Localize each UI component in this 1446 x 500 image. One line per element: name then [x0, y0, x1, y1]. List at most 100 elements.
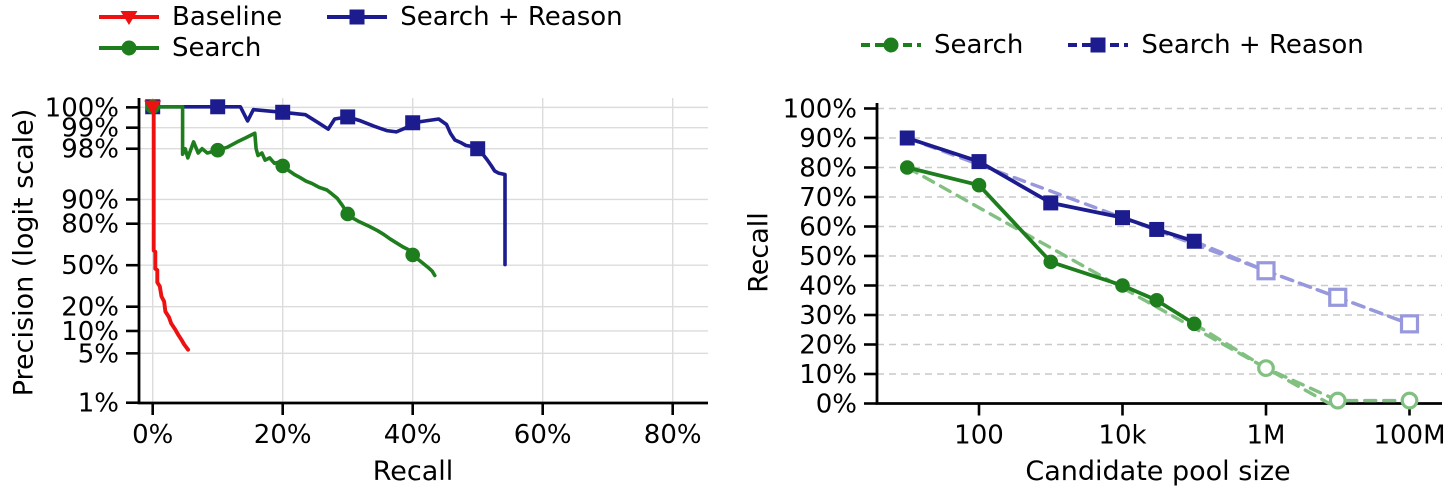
square-marker-icon — [405, 115, 421, 131]
circle-marker-icon — [275, 158, 291, 174]
y-tick-label: 50% — [61, 251, 119, 281]
x-tick-label: 10k — [1098, 421, 1146, 451]
legend-label: Baseline — [172, 2, 283, 32]
circle-marker-icon — [1257, 359, 1275, 378]
y-tick-label: 90% — [61, 185, 119, 215]
circle-marker-icon — [1186, 316, 1202, 332]
y-tick-label: 1% — [78, 389, 119, 419]
series-baseline — [144, 100, 191, 352]
circle-marker-icon — [1400, 391, 1419, 410]
series-search-reason — [899, 130, 1420, 334]
right-chart: 100 10k 1M 100M 0%10%20%30%40%50%60%70%80%90… — [783, 95, 1446, 451]
y-tick-label: 40% — [799, 272, 857, 302]
y-tick-label: 10% — [799, 360, 857, 390]
y-tick-label: 70% — [799, 183, 857, 213]
left-chart: 0% 20% 40% 60% 80%100%99%98%90%80%50%20%10%5… — [45, 93, 708, 450]
square-marker-icon — [349, 9, 365, 25]
square-marker-icon — [1186, 233, 1202, 249]
circle-marker-icon — [1115, 278, 1130, 293]
legend-row: Baseline Search + Reason — [98, 2, 623, 32]
y-tick-label: 90% — [799, 124, 857, 154]
circle-marker-icon — [1043, 254, 1059, 270]
series-line — [150, 105, 437, 278]
circle-marker-icon — [883, 37, 899, 53]
y-tick-label: 50% — [799, 242, 857, 272]
triangle-down-legend-icon — [99, 11, 159, 25]
circle-marker-icon — [1328, 391, 1347, 410]
y-tick-label: 98% — [61, 135, 119, 165]
left-x-axis-label: Recall — [372, 456, 454, 487]
left-legend: Baseline Search + Reason Search — [98, 2, 623, 63]
y-tick-label: 20% — [799, 331, 857, 361]
legend-item-search: Search — [98, 33, 261, 63]
legend-label: Search — [172, 33, 262, 63]
circle-legend-icon — [861, 37, 921, 53]
series-search — [145, 99, 437, 278]
y-tick-label: 100% — [45, 93, 119, 123]
circle-marker-icon — [340, 206, 356, 222]
square-marker-icon — [1149, 221, 1165, 237]
square-marker-icon — [210, 99, 226, 115]
x-tick-label: 0% — [132, 420, 173, 450]
legend-item-baseline: Baseline — [98, 2, 282, 32]
legend-row: Search — [98, 33, 623, 63]
y-tick-label: 80% — [61, 210, 119, 240]
square-marker-icon — [340, 109, 356, 125]
circle-marker-icon — [1149, 292, 1165, 308]
y-tick-label: 80% — [799, 154, 857, 184]
right-legend: Search Search + Reason — [860, 30, 1364, 60]
square-marker-icon — [1043, 195, 1059, 211]
y-tick-label: 60% — [799, 213, 857, 243]
triangle-down-marker-icon — [120, 11, 138, 25]
circle-legend-icon — [99, 40, 159, 56]
x-tick-label: 60% — [514, 420, 572, 450]
y-tick-label: 100% — [783, 95, 857, 125]
circle-marker-icon — [971, 177, 987, 193]
y-tick-label: 30% — [799, 301, 857, 331]
x-tick-label: 100M — [1373, 421, 1445, 451]
extrapolated-line — [1192, 239, 1412, 326]
circle-marker-icon — [210, 142, 225, 158]
square-marker-icon — [1328, 287, 1348, 307]
y-tick-label: 20% — [61, 293, 119, 323]
square-marker-icon — [1399, 314, 1420, 334]
circle-marker-icon — [121, 40, 137, 56]
x-tick-label: 80% — [644, 420, 702, 450]
y-tick-label: 0% — [816, 390, 857, 420]
legend-label: Search + Reason — [1141, 30, 1364, 60]
square-marker-icon — [1256, 261, 1276, 281]
legend-label: Search + Reason — [400, 2, 623, 32]
square-legend-icon — [1068, 37, 1129, 53]
series-search-reason — [145, 99, 507, 267]
square-legend-icon — [327, 9, 388, 25]
legend-item-search-reason: Search + Reason — [1067, 30, 1364, 60]
left-y-axis-label: Precision (logit scale) — [8, 108, 40, 397]
y-tick-label: 99% — [61, 114, 119, 144]
circle-marker-icon — [405, 247, 421, 263]
right-y-axis-label: Recall — [743, 212, 775, 293]
series-search — [899, 160, 1419, 410]
square-marker-icon — [1090, 37, 1106, 53]
square-marker-icon — [971, 154, 987, 170]
series-line — [150, 104, 191, 352]
square-marker-icon — [899, 130, 915, 146]
x-tick-label: 20% — [254, 420, 312, 450]
square-marker-icon — [275, 104, 291, 120]
legend-label: Search — [934, 30, 1024, 60]
legend-row: Search Search + Reason — [860, 30, 1364, 60]
circle-marker-icon — [899, 160, 915, 175]
series-line — [905, 165, 1197, 326]
legend-item-search: Search — [860, 30, 1023, 60]
x-tick-label: 1M — [1247, 421, 1286, 451]
square-marker-icon — [470, 141, 486, 157]
series-line — [150, 105, 507, 267]
x-tick-label: 100 — [954, 421, 1004, 451]
legend-item-search-reason: Search + Reason — [326, 2, 623, 32]
x-tick-label: 40% — [384, 420, 442, 450]
square-marker-icon — [1115, 210, 1130, 226]
extrapolated-line — [1192, 322, 1412, 403]
triangle-down-marker-icon — [144, 100, 162, 115]
y-tick-label: 10% — [61, 317, 119, 347]
